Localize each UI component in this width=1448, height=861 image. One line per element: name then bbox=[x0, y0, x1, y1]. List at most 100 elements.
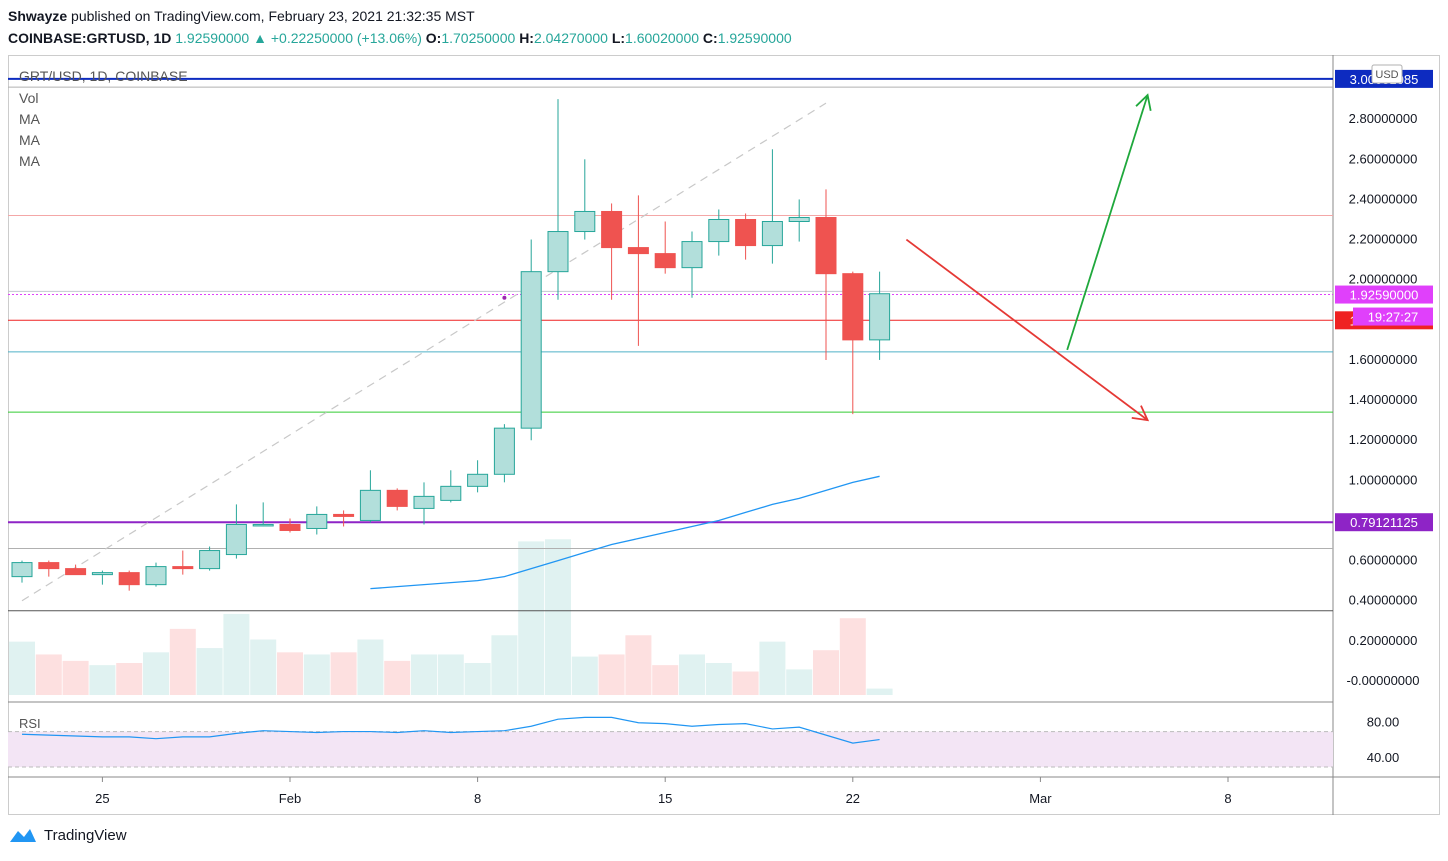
candle-body bbox=[574, 210, 596, 233]
volume-bar bbox=[491, 635, 518, 695]
volume-bar bbox=[357, 639, 384, 695]
candle bbox=[440, 470, 462, 503]
volume-bar bbox=[223, 613, 250, 695]
candlesticks bbox=[11, 99, 891, 591]
rsi-tick-label: 80.00 bbox=[1367, 715, 1400, 730]
price-tick-label: 1.40000000 bbox=[1349, 392, 1418, 407]
candle bbox=[11, 560, 33, 583]
candle-body bbox=[91, 572, 113, 576]
last-price: 1.92590000 bbox=[175, 30, 250, 46]
open-value: 1.70250000 bbox=[441, 30, 516, 46]
high-value: 2.04270000 bbox=[533, 30, 608, 46]
candle-body bbox=[118, 572, 140, 586]
rsi-band bbox=[8, 731, 1333, 768]
publish-info: Shwayze published on TradingView.com, Fe… bbox=[8, 8, 475, 24]
volume-bar bbox=[330, 652, 357, 695]
volume-bar bbox=[411, 654, 437, 695]
candle-body bbox=[38, 562, 60, 570]
rsi-line bbox=[21, 716, 880, 744]
tradingview-logo[interactable]: TradingView bbox=[8, 826, 127, 844]
candle-body bbox=[815, 216, 837, 275]
candle bbox=[65, 564, 87, 576]
price-tick-label: 0.20000000 bbox=[1349, 633, 1418, 648]
price-badge-label: 0.79121125 bbox=[1350, 515, 1418, 530]
volume-bar bbox=[518, 541, 545, 695]
candle-body bbox=[654, 253, 676, 269]
up-triangle-icon: ▲ bbox=[253, 30, 267, 46]
candle-body bbox=[65, 568, 87, 576]
price-axis-labels[interactable]: 2.80000000 2.60000000 2.40000000 2.20000000… bbox=[1346, 111, 1419, 688]
volume-bar bbox=[143, 652, 169, 695]
price-tick-label: 2.40000000 bbox=[1349, 191, 1418, 206]
volume-bar bbox=[705, 663, 732, 695]
candle-body bbox=[306, 513, 328, 529]
candle-body bbox=[413, 495, 435, 509]
candle-body bbox=[601, 210, 623, 249]
candle-body bbox=[440, 485, 462, 501]
candle bbox=[520, 239, 542, 441]
rsi-label[interactable]: RSI bbox=[19, 716, 41, 731]
candle-body bbox=[788, 216, 810, 223]
price-tick-label: 2.60000000 bbox=[1349, 151, 1418, 166]
price-badge-bg bbox=[1335, 513, 1433, 532]
moving-average-line bbox=[370, 475, 880, 590]
symbol-info-line: COINBASE:GRTUSD, 1D 1.92590000 ▲ +0.2225… bbox=[8, 30, 792, 46]
candle bbox=[225, 504, 247, 559]
down-arrow bbox=[905, 238, 1150, 422]
price-tick-label: 1.60000000 bbox=[1349, 352, 1418, 367]
candle-body bbox=[761, 221, 783, 247]
candle-body bbox=[708, 218, 730, 243]
candle-body bbox=[333, 513, 355, 517]
volume-bar bbox=[679, 654, 705, 695]
volume-bar bbox=[598, 654, 625, 695]
volume-bar bbox=[250, 639, 277, 695]
candle bbox=[708, 209, 730, 256]
candle bbox=[252, 502, 274, 527]
candle bbox=[547, 99, 569, 300]
candle-body bbox=[735, 218, 757, 247]
candle bbox=[788, 199, 810, 242]
arrow-shaft bbox=[1066, 94, 1149, 351]
legend-vol[interactable]: Vol bbox=[19, 90, 38, 106]
arrow-head bbox=[1131, 405, 1150, 422]
candle-body bbox=[547, 231, 569, 273]
candle-body bbox=[842, 273, 864, 341]
chart-border bbox=[8, 55, 1440, 815]
author-name[interactable]: Shwayze bbox=[8, 8, 68, 24]
candle bbox=[91, 570, 113, 585]
volume-bar bbox=[866, 688, 893, 695]
annotation-arrows bbox=[905, 93, 1152, 422]
volume-bar bbox=[652, 665, 679, 695]
volume-bar bbox=[813, 650, 839, 695]
legend-ma-3[interactable]: MA bbox=[19, 153, 41, 169]
candle bbox=[601, 203, 623, 300]
currency-badge[interactable]: USD bbox=[1371, 64, 1403, 84]
volume-bar bbox=[464, 663, 491, 695]
volume-bar bbox=[786, 669, 813, 695]
brand-name: TradingView bbox=[44, 826, 127, 844]
candle-body bbox=[11, 562, 33, 578]
candle bbox=[493, 424, 515, 483]
volume-bar bbox=[116, 663, 143, 695]
volume-bar bbox=[35, 654, 62, 695]
close-label: C: bbox=[702, 30, 718, 46]
tradingview-cloud-icon bbox=[10, 829, 36, 842]
volume-bar bbox=[732, 671, 759, 695]
candle-body bbox=[145, 566, 167, 586]
price-chart[interactable]: 80.00 40.00 2.80000000 2.60000000 2.4000000… bbox=[8, 55, 1440, 815]
candle bbox=[627, 195, 649, 346]
price-tick-label: 0.60000000 bbox=[1349, 553, 1418, 568]
legend-ma-1[interactable]: MA bbox=[19, 111, 41, 127]
time-tick-label: Mar bbox=[1029, 791, 1052, 806]
chart-container[interactable]: 80.00 40.00 2.80000000 2.60000000 2.4000000… bbox=[8, 55, 1440, 815]
volume-bar bbox=[62, 660, 89, 695]
pane-title: GRT/USD, 1D, COINBASE bbox=[19, 68, 188, 84]
price-tick-label: 2.00000000 bbox=[1349, 272, 1418, 287]
candle bbox=[735, 213, 757, 260]
volume-bar bbox=[545, 539, 571, 695]
candle-body bbox=[493, 427, 515, 475]
time-axis-labels[interactable]: 25 Feb 8 15 22 Mar 8 bbox=[95, 777, 1232, 806]
volume-bar bbox=[571, 656, 598, 695]
candle-body bbox=[869, 293, 891, 341]
legend-ma-2[interactable]: MA bbox=[19, 132, 41, 148]
